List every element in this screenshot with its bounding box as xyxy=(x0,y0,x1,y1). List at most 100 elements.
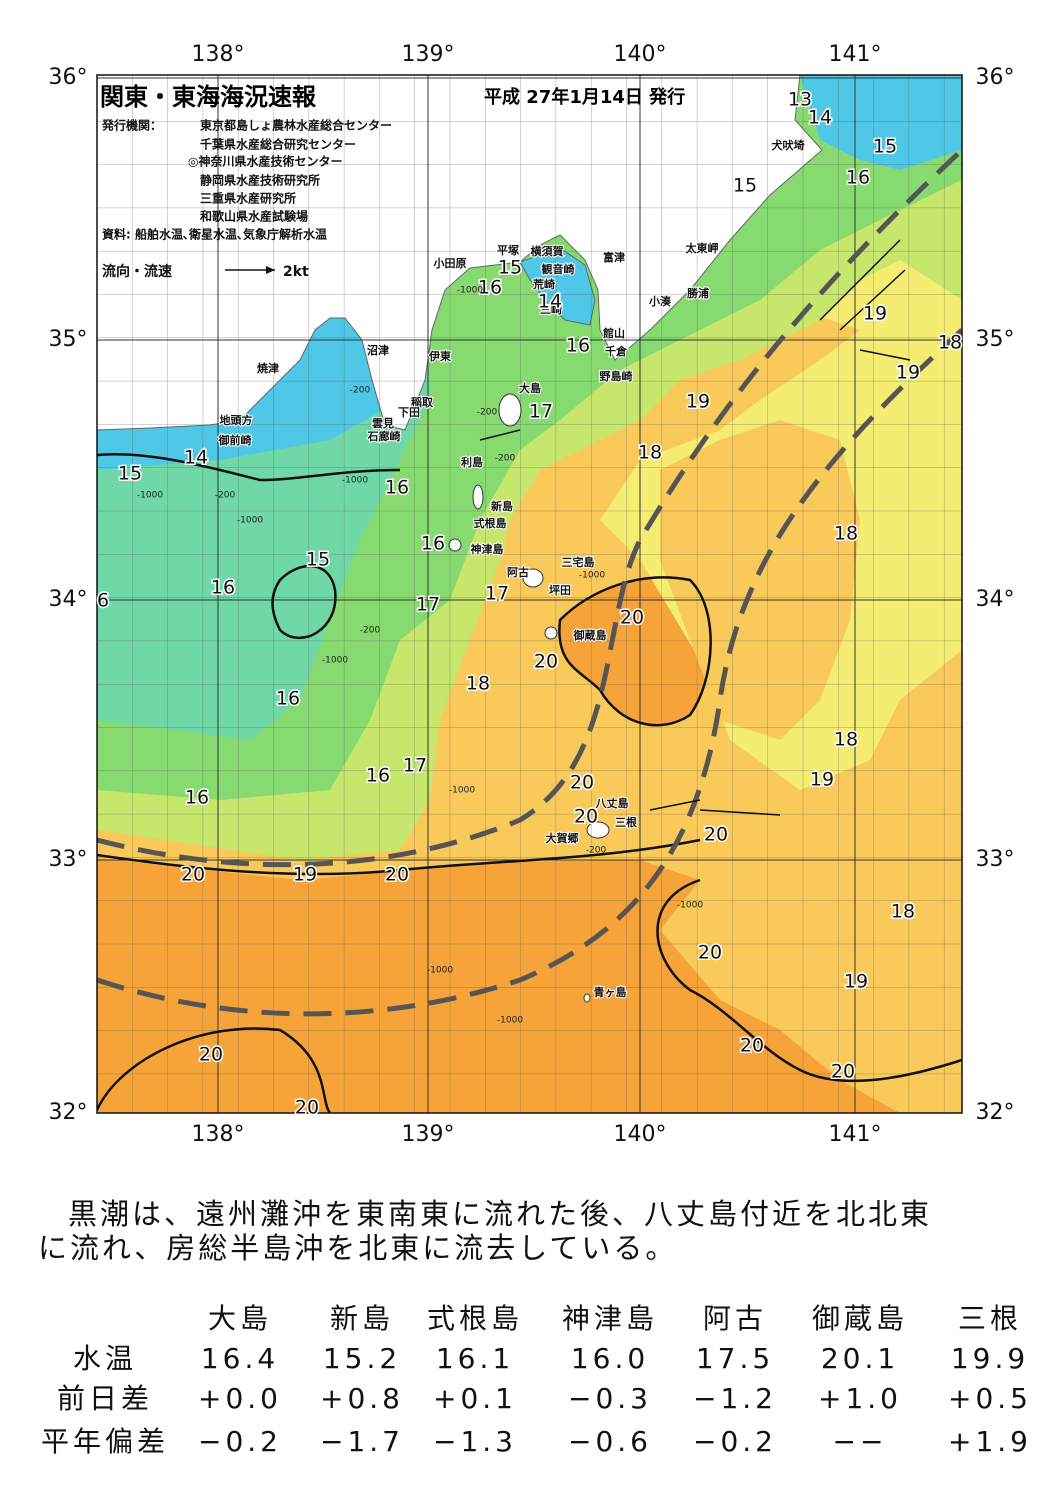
contour-label: 16 xyxy=(421,533,445,555)
table-cell: −0.3 xyxy=(568,1382,652,1415)
contour-label: 18 xyxy=(466,673,490,695)
depth-label: -200 xyxy=(350,386,371,396)
table-cell: −− xyxy=(833,1425,888,1458)
lat-label: 36° xyxy=(976,65,1015,90)
legend-label: 流向・流速 xyxy=(102,263,172,280)
contour-label: 16 xyxy=(385,477,409,499)
depth-label: -1000 xyxy=(497,1016,523,1026)
contour-label: 20 xyxy=(570,772,594,794)
place-name: 神津島 xyxy=(471,542,504,556)
table-header: 神津島 xyxy=(562,1302,658,1335)
lat-label: 33° xyxy=(976,847,1015,872)
contour-label: 18 xyxy=(891,901,915,923)
lat-label: 32° xyxy=(49,1100,88,1125)
contour-label: 16 xyxy=(478,277,502,299)
contour-label: 17 xyxy=(416,594,440,616)
contour-label: 15 xyxy=(118,463,142,485)
depth-label: -200 xyxy=(477,408,498,418)
contour-label: 15 xyxy=(498,257,522,279)
contour-label: 19 xyxy=(844,971,868,993)
island xyxy=(583,993,591,1003)
lon-label: 141° xyxy=(829,42,882,67)
table-cell: +1.0 xyxy=(818,1382,902,1415)
row-label: 前日差 xyxy=(57,1382,153,1415)
contour-label: 17 xyxy=(529,401,553,423)
contours xyxy=(97,453,962,1113)
contour-label: 20 xyxy=(574,806,598,828)
place-name: 横須賀 xyxy=(531,244,564,258)
lon-label: 139° xyxy=(402,42,455,67)
island xyxy=(498,393,522,427)
agency: 千葉県水産総合研究センター xyxy=(200,137,356,152)
depth-label: -1000 xyxy=(427,966,453,976)
table-cell: 16.0 xyxy=(571,1342,649,1375)
contour-label: 20 xyxy=(199,1044,223,1066)
row-label: 水温 xyxy=(73,1342,137,1375)
agency: 東京都島しょ農林水産総合センター xyxy=(200,118,392,133)
table-header: 大島 xyxy=(208,1302,272,1335)
table-cell: +0.8 xyxy=(320,1382,404,1415)
place-name: 石廊崎 xyxy=(367,429,401,443)
place-name: 八丈島 xyxy=(595,796,629,810)
agencies-label: 発行機関： xyxy=(101,118,162,133)
contour-label: 20 xyxy=(385,864,409,886)
contour-line xyxy=(558,576,712,727)
agency: 三重県水産研究所 xyxy=(200,191,296,206)
contour-label: 20 xyxy=(620,607,644,629)
place-name: 太東岬 xyxy=(685,241,719,255)
lat-label: 35° xyxy=(49,327,88,352)
summary-line: 黒潮は、遠州灘沖を東南東に流れた後、八丈島付近を北北東 xyxy=(68,1197,932,1231)
lat-label: 32° xyxy=(976,1100,1015,1125)
place-name: 三宅島 xyxy=(562,555,595,569)
place-name: 三崎 xyxy=(540,302,562,316)
contour-label: 19 xyxy=(896,362,920,384)
table-header: 式根島 xyxy=(427,1302,523,1335)
table-header: 御蔵島 xyxy=(812,1302,908,1335)
place-name: 伊東 xyxy=(428,349,452,363)
depth-label: -1000 xyxy=(342,476,368,486)
lat-label: 36° xyxy=(49,65,88,90)
place-name: 沼津 xyxy=(367,343,389,357)
place-name: 御前崎 xyxy=(218,433,252,447)
place-name: 坪田 xyxy=(549,584,571,597)
table-header: 新島 xyxy=(330,1302,394,1335)
contour-label: 17 xyxy=(403,755,427,777)
depth-label: -200 xyxy=(215,491,236,501)
agency: 静岡県水産技術研究所 xyxy=(200,173,320,188)
contour-label: 14 xyxy=(808,107,832,129)
contour-label: 16 xyxy=(211,577,235,599)
table-cell: 19.9 xyxy=(951,1342,1029,1375)
depth-label: -1000 xyxy=(322,656,348,666)
contour-label: 20 xyxy=(181,864,205,886)
place-name: 千倉 xyxy=(605,344,628,358)
contour-label: 16 xyxy=(276,688,300,710)
contour-label: 16 xyxy=(185,787,209,809)
table-header: 阿古 xyxy=(703,1302,767,1335)
contour-label: 19 xyxy=(686,391,710,413)
sea-zone xyxy=(800,75,962,170)
place-name: 阿古 xyxy=(507,565,529,579)
table-cell: −0.6 xyxy=(568,1425,652,1458)
table-cell: −0.2 xyxy=(198,1425,282,1458)
contour-label: 18 xyxy=(638,442,662,464)
contour-label: 20 xyxy=(740,1035,764,1057)
table-cell: 20.1 xyxy=(821,1342,899,1375)
place-name: 館山 xyxy=(602,326,625,340)
date: 平成 27年1月14日 発行 xyxy=(484,86,685,108)
depth-label: -200 xyxy=(495,454,516,464)
map-area xyxy=(97,75,962,1113)
lon-label: 138° xyxy=(192,1122,245,1147)
depth-label: -1000 xyxy=(137,491,163,501)
island xyxy=(522,568,544,588)
contour-label: 13 xyxy=(788,89,812,111)
legend-scale: 2kt xyxy=(283,264,309,280)
contour-label: 16 xyxy=(846,167,870,189)
contour-label: 19 xyxy=(293,864,317,886)
contour-label: 15 xyxy=(306,549,330,571)
place-name: 下田 xyxy=(398,406,420,419)
place-name: 青ヶ島 xyxy=(594,985,627,999)
source: 資料: 船舶水温､衛星水温､気象庁解析水温 xyxy=(102,227,327,242)
place-name: 勝浦 xyxy=(687,286,709,300)
contour-label: 18 xyxy=(834,729,858,751)
